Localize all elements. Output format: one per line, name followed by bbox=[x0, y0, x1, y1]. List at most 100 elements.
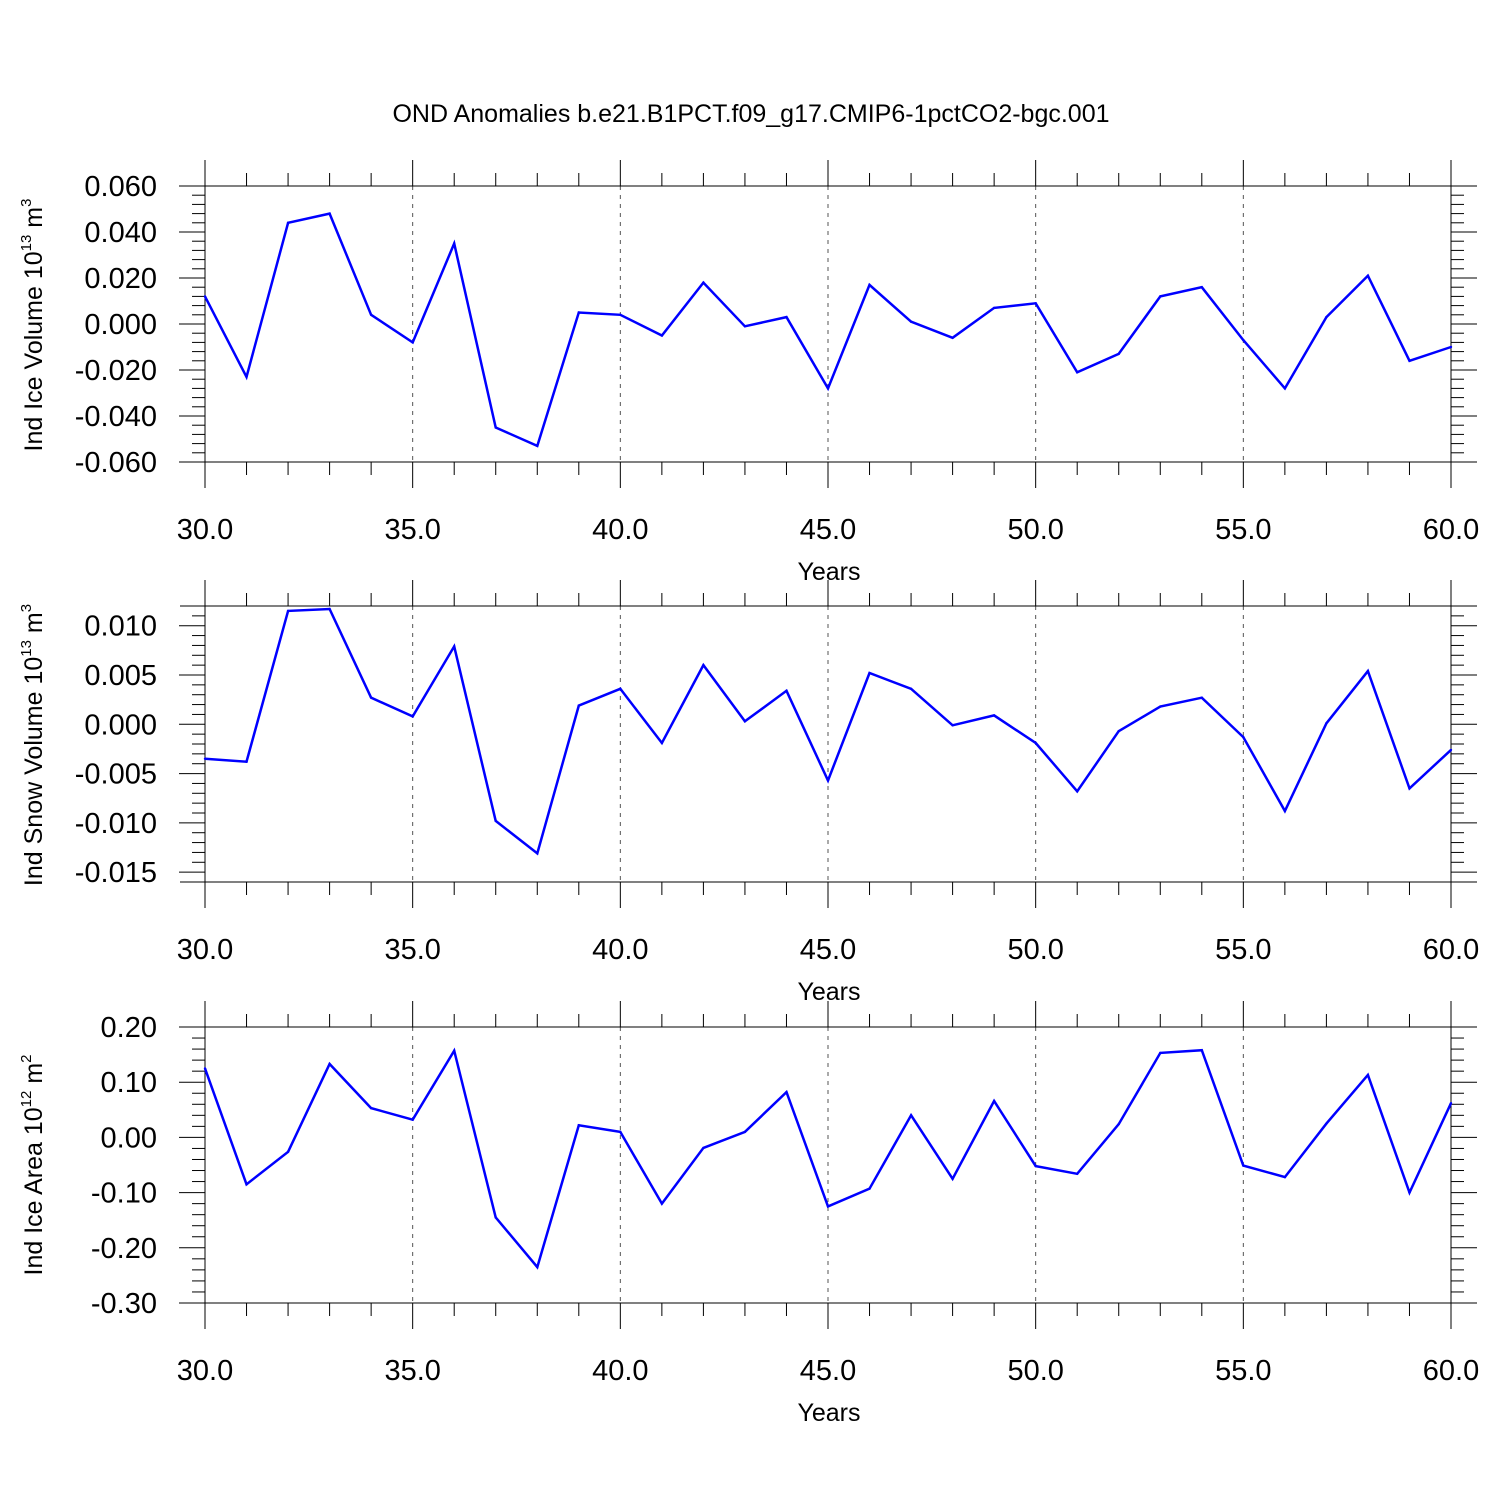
data-point bbox=[951, 724, 954, 727]
data-point bbox=[909, 1114, 913, 1117]
data-point bbox=[826, 387, 830, 390]
data-point bbox=[1449, 748, 1453, 752]
y-label-text: Ind Ice Area 10 bbox=[20, 1107, 48, 1275]
data-point bbox=[1076, 1172, 1079, 1176]
data-point bbox=[909, 687, 913, 690]
x-axis-label: Years bbox=[797, 558, 860, 586]
data-point bbox=[1200, 286, 1204, 289]
data-point bbox=[619, 1130, 622, 1134]
x-tick-label: 30.0 bbox=[177, 1355, 233, 1387]
y-tick-label: -0.10 bbox=[91, 1178, 157, 1210]
data-point bbox=[286, 1150, 290, 1153]
panel-2: -0.015 -0.010 -0.005 0.000 0.005 0.010 30.0 35.… bbox=[18, 580, 1479, 1006]
data-point bbox=[619, 687, 622, 690]
data-point bbox=[785, 1090, 788, 1094]
y-label-unit: m bbox=[20, 1063, 48, 1091]
y-tick-label: 0.010 bbox=[84, 611, 157, 643]
x-tick-label: 35.0 bbox=[384, 934, 440, 966]
y-label-exponent: 12 bbox=[18, 1091, 35, 1108]
y-tick-label: 0.10 bbox=[101, 1067, 157, 1099]
y-label-unit-exponent: 3 bbox=[18, 199, 35, 207]
x-tick-label: 55.0 bbox=[1215, 1355, 1271, 1387]
x-tick-label: 30.0 bbox=[177, 514, 233, 546]
data-point bbox=[536, 1265, 539, 1269]
data-point bbox=[660, 1202, 664, 1205]
x-tick-label: 40.0 bbox=[592, 1355, 648, 1387]
x-axis-label: Years bbox=[797, 978, 860, 1006]
data-point bbox=[411, 1118, 414, 1121]
x-tick-label: 50.0 bbox=[1007, 1355, 1063, 1387]
data-point bbox=[1200, 696, 1204, 699]
x-tick-label: 45.0 bbox=[800, 514, 856, 546]
data-point bbox=[203, 1067, 207, 1070]
data-point bbox=[1366, 1073, 1370, 1077]
data-point bbox=[1366, 669, 1370, 673]
x-tick-label: 30.0 bbox=[177, 934, 233, 966]
data-point bbox=[1325, 315, 1328, 319]
y-label-unit-exponent: 3 bbox=[18, 604, 35, 612]
y-tick-label: -0.040 bbox=[75, 401, 157, 433]
y-tick-label: -0.015 bbox=[75, 857, 157, 889]
data-point bbox=[951, 336, 954, 339]
y-label-exponent: 13 bbox=[18, 640, 35, 657]
data-point bbox=[1034, 741, 1037, 745]
data-point bbox=[1076, 790, 1079, 793]
x-axis-label: Years bbox=[797, 1399, 860, 1427]
data-point bbox=[328, 212, 331, 215]
data-point bbox=[992, 1099, 996, 1103]
data-point bbox=[245, 760, 248, 763]
y-label-unit: m bbox=[20, 207, 48, 235]
x-tick-label: 50.0 bbox=[1007, 514, 1063, 546]
y-tick-label: 0.040 bbox=[84, 217, 157, 249]
y-tick-label: 0.005 bbox=[84, 660, 157, 692]
data-point bbox=[536, 444, 539, 448]
x-tick-label: 60.0 bbox=[1423, 934, 1479, 966]
data-point bbox=[1117, 1122, 1120, 1126]
data-point bbox=[203, 757, 207, 760]
y-label-text: Ind Ice Volume 10 bbox=[20, 251, 48, 451]
y-axis-label: Ind Ice Volume 1013 m3 bbox=[18, 199, 48, 452]
figure-title: OND Anomalies b.e21.B1PCT.f09_g17.CMIP6-… bbox=[392, 100, 1109, 128]
y-tick-label: 0.020 bbox=[84, 263, 157, 295]
y-tick-label: -0.060 bbox=[75, 447, 157, 479]
x-tick-label: 40.0 bbox=[592, 514, 648, 546]
data-point bbox=[702, 1146, 705, 1150]
data-point bbox=[1283, 809, 1287, 813]
y-tick-label: 0.000 bbox=[84, 709, 157, 741]
data-point bbox=[702, 663, 705, 667]
data-point bbox=[868, 671, 871, 675]
data-point bbox=[743, 1130, 747, 1134]
data-point bbox=[369, 696, 373, 699]
data-point bbox=[286, 609, 290, 613]
x-tick-label: 55.0 bbox=[1215, 934, 1271, 966]
data-point bbox=[577, 1124, 580, 1127]
x-tick-label: 35.0 bbox=[384, 514, 440, 546]
y-label-exponent: 13 bbox=[18, 235, 35, 252]
data-point bbox=[494, 819, 497, 823]
data-point bbox=[577, 704, 580, 707]
data-point bbox=[785, 315, 788, 319]
data-point bbox=[1242, 735, 1245, 739]
data-point bbox=[785, 689, 788, 692]
x-tick-label: 60.0 bbox=[1423, 1355, 1479, 1387]
data-point bbox=[245, 1183, 248, 1186]
data-point bbox=[203, 295, 207, 298]
data-point bbox=[951, 1177, 954, 1181]
data-point bbox=[286, 221, 290, 224]
data-point bbox=[1325, 1122, 1328, 1125]
data-point bbox=[660, 334, 664, 337]
data-point bbox=[1408, 787, 1411, 790]
x-tick-label: 60.0 bbox=[1423, 514, 1479, 546]
x-tick-label: 45.0 bbox=[800, 934, 856, 966]
data-point bbox=[619, 313, 622, 316]
data-point bbox=[1159, 705, 1162, 708]
data-point bbox=[1283, 1175, 1287, 1179]
data-point bbox=[577, 311, 580, 314]
data-point bbox=[660, 741, 664, 745]
data-point bbox=[1449, 345, 1453, 349]
data-point bbox=[1159, 1051, 1162, 1055]
data-point bbox=[328, 1062, 331, 1066]
data-point bbox=[494, 426, 497, 429]
panel-3: -0.30 -0.20 -0.10 0.00 0.10 0.20 30.0 35.0 40.0 4… bbox=[18, 1001, 1479, 1427]
data-point bbox=[1117, 352, 1120, 356]
